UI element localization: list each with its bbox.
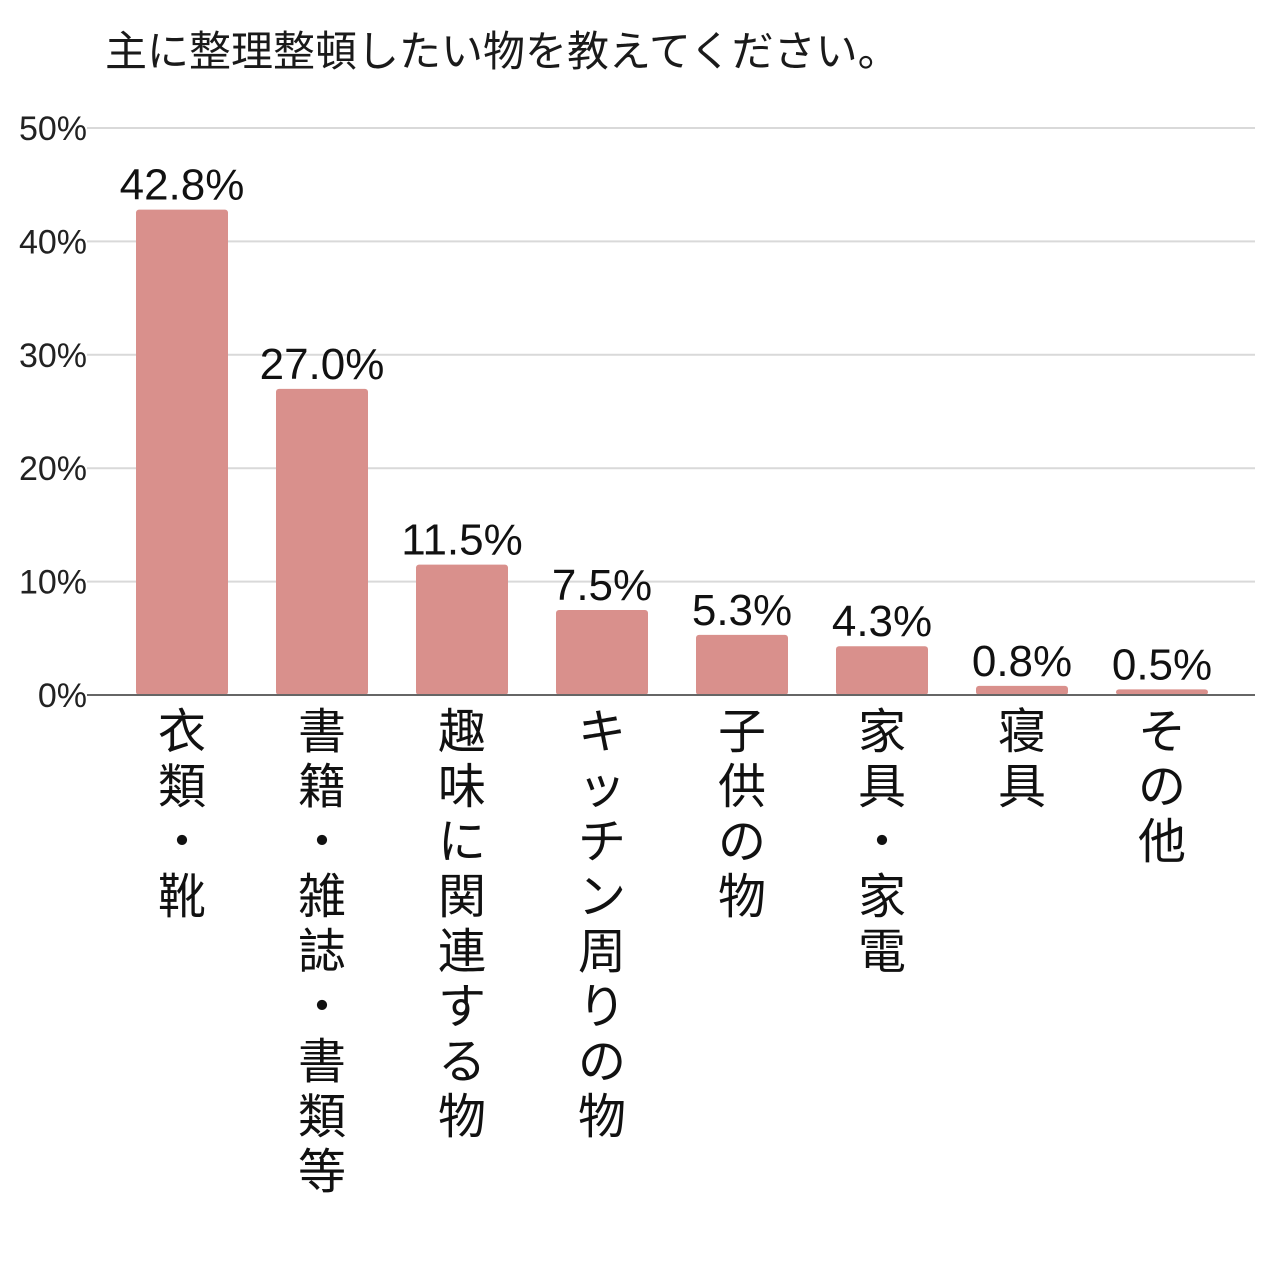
bar (556, 609, 648, 695)
data-label: 11.5% (401, 516, 523, 565)
bar (976, 685, 1068, 695)
x-tick-label: 家具・家電 (858, 704, 906, 980)
x-tick-label: 寝具 (998, 704, 1046, 815)
data-label: 4.3% (832, 597, 932, 646)
x-tick-label: キッチン周りの物 (578, 704, 626, 1145)
bar (136, 209, 228, 695)
x-tick-label: 趣味に関連する物 (438, 704, 486, 1145)
y-tick-label: 10% (19, 564, 87, 602)
data-label: 5.3% (692, 586, 792, 635)
chart-title: 主に整理整頓したい物を教えてください。 (105, 27, 900, 76)
y-tick-label: 0% (38, 677, 87, 715)
y-tick-label: 30% (19, 337, 87, 375)
x-tick-label: 子供の物 (718, 704, 766, 925)
x-tick-label: 衣類・靴 (158, 704, 206, 925)
bar (276, 388, 368, 695)
x-tick-label: 書籍・雑誌・書類等 (298, 704, 346, 1200)
bar (696, 634, 788, 695)
data-label: 7.5% (552, 561, 652, 610)
data-label: 0.5% (1112, 640, 1212, 689)
bar (1116, 689, 1208, 695)
x-tick-label: その他 (1138, 704, 1186, 870)
data-label: 0.8% (972, 637, 1072, 686)
bar (416, 564, 508, 695)
y-tick-label: 50% (19, 110, 87, 148)
data-label: 27.0% (260, 340, 385, 389)
bar (836, 646, 928, 695)
y-tick-label: 20% (19, 450, 87, 488)
y-tick-label: 40% (19, 223, 87, 261)
data-label: 42.8% (120, 161, 245, 210)
